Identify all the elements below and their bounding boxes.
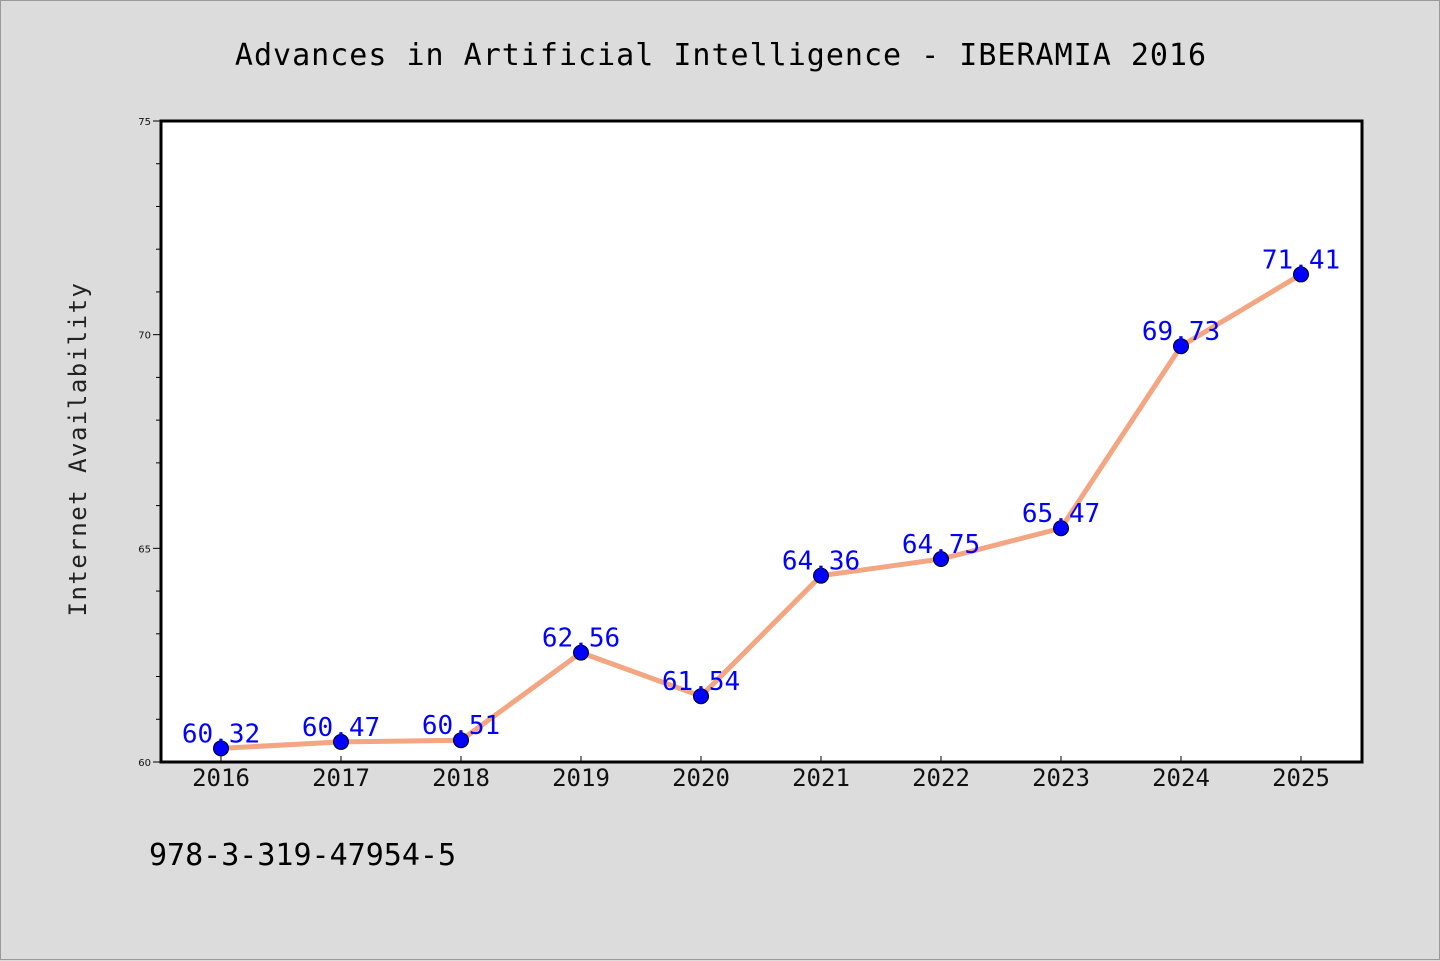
data-point: [933, 551, 949, 568]
x-tick-label: 2025: [1272, 764, 1330, 792]
series-layer: 60.32 60.47 60.51 62.56 61.54 64.36 64.75 65.47…: [182, 245, 1340, 757]
plot-area: [159, 119, 1364, 764]
isbn-text: 978-3-319-47954-5: [149, 838, 456, 873]
x-tick-label: 2020: [672, 764, 730, 792]
data-point: [1293, 266, 1309, 283]
y-axis: 60 65 70 75: [138, 117, 161, 769]
data-label: 60.32: [182, 719, 260, 749]
series-line: [218, 271, 1304, 751]
data-point: [453, 732, 469, 749]
data-label: 60.47: [302, 713, 380, 743]
x-tick-label: 2017: [312, 764, 370, 792]
data-label: 69.73: [1142, 317, 1220, 347]
data-label: 64.36: [782, 547, 860, 577]
data-point: [813, 567, 829, 584]
data-label: 65.47: [1022, 499, 1100, 529]
data-label: 60.51: [422, 711, 500, 741]
data-label: 64.75: [902, 530, 980, 560]
x-tick-label: 2024: [1152, 764, 1210, 792]
data-point: [1173, 338, 1189, 355]
y-tick-label: 65: [138, 544, 151, 555]
data-point: [213, 740, 229, 757]
x-tick-label: 2016: [192, 764, 250, 792]
x-axis: 2016 2017 2018 2019 2020 2021 2022 2023 2024 2025: [192, 756, 1330, 792]
y-axis-label: Internet Availability: [64, 282, 92, 617]
x-tick-label: 2023: [1032, 764, 1090, 792]
y-tick-label: 70: [138, 331, 151, 342]
data-label: 71.41: [1262, 245, 1340, 275]
y-tick-label: 60: [138, 758, 151, 769]
chart-title: Advances in Artificial Intelligence - IB…: [235, 38, 1207, 73]
data-label: 62.56: [542, 624, 620, 654]
y-tick-label: 75: [138, 117, 151, 128]
data-point: [1053, 520, 1069, 537]
data-point: [693, 688, 709, 705]
data-point: [333, 733, 349, 750]
x-tick-label: 2021: [792, 764, 850, 792]
x-tick-label: 2022: [912, 764, 970, 792]
x-tick-label: 2018: [432, 764, 490, 792]
x-tick-label: 2019: [552, 764, 610, 792]
data-point: [573, 644, 589, 661]
data-label: 61.54: [662, 667, 740, 697]
